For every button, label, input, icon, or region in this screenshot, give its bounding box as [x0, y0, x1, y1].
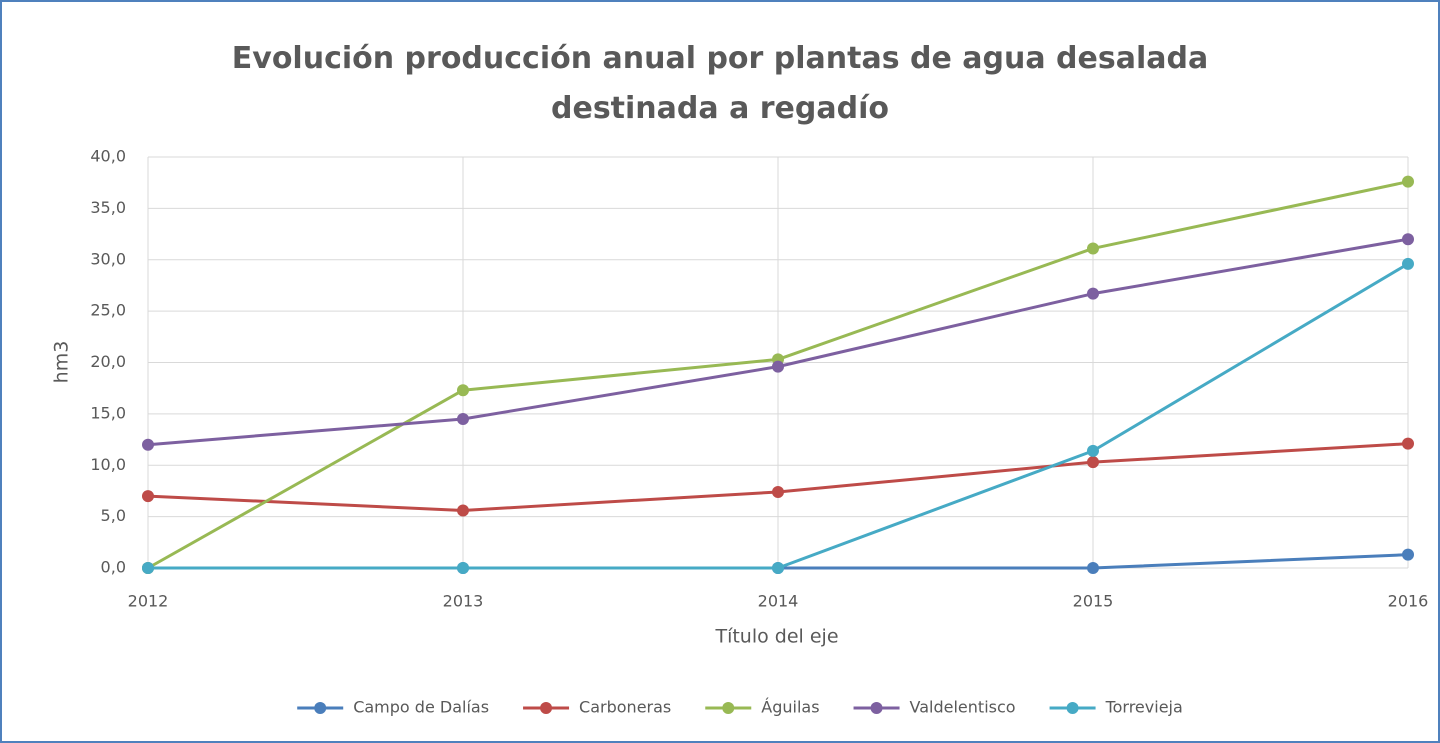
data-point — [1087, 562, 1099, 574]
y-tick-label: 35,0 — [90, 198, 126, 217]
data-point — [457, 413, 469, 426]
data-point — [1402, 233, 1414, 246]
data-point — [772, 485, 784, 498]
legend-marker — [1066, 702, 1079, 714]
data-point — [457, 562, 469, 574]
y-tick-label: 0,0 — [101, 558, 126, 577]
data-point — [772, 360, 784, 373]
legend-label: Campo de Dalías — [353, 698, 489, 717]
data-point — [1402, 548, 1414, 561]
y-tick-label: 25,0 — [90, 301, 126, 320]
y-tick-label: 30,0 — [90, 249, 126, 268]
legend-label: Valdelentisco — [910, 698, 1016, 717]
legend-marker — [314, 702, 327, 714]
y-tick-label: 40,0 — [90, 147, 126, 166]
y-tick-label: 5,0 — [101, 506, 126, 525]
data-point — [457, 384, 469, 397]
data-point — [1402, 257, 1414, 270]
chart-title: Evolución producción anual por plantas d… — [231, 41, 1209, 126]
data-point — [142, 490, 154, 503]
legend-marker — [722, 702, 735, 714]
x-tick-label: 2014 — [758, 592, 799, 611]
y-tick-label: 20,0 — [90, 352, 126, 371]
data-point — [1087, 444, 1099, 457]
x-tick-label: 2012 — [128, 592, 169, 611]
legend-marker — [870, 702, 883, 714]
y-tick-label: 15,0 — [90, 403, 126, 422]
x-tick-label: 2016 — [1388, 592, 1429, 611]
data-point — [142, 438, 154, 451]
x-axis-title: Título del eje — [714, 626, 838, 648]
legend-label: Águilas — [761, 698, 819, 717]
legend-marker — [540, 702, 553, 714]
data-point — [1087, 456, 1099, 469]
y-tick-label: 10,0 — [90, 455, 126, 474]
y-axis-title: hm3 — [51, 341, 73, 384]
data-point — [457, 504, 469, 517]
data-point — [142, 562, 154, 574]
legend-label: Torrevieja — [1105, 698, 1183, 717]
x-tick-label: 2013 — [443, 592, 484, 611]
data-point — [1087, 242, 1099, 255]
data-point — [1402, 437, 1414, 450]
data-point — [1087, 287, 1099, 300]
x-tick-label: 2015 — [1073, 592, 1114, 611]
data-point — [772, 562, 784, 574]
legend-label: Carboneras — [579, 698, 671, 717]
data-point — [1402, 175, 1414, 188]
